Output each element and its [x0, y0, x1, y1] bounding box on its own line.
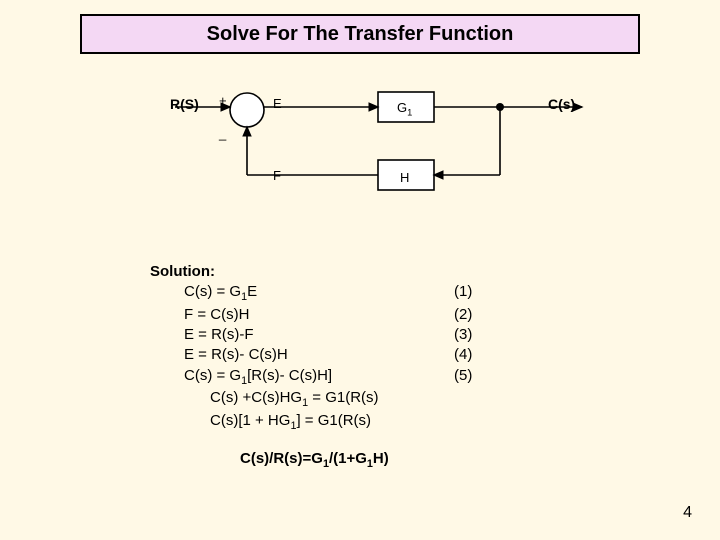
label-rs: R(S) [170, 96, 199, 112]
label-cs: C(s) [548, 96, 575, 112]
solution-equation: F = C(s)H [184, 305, 454, 325]
solution-row: C(s) = G1E(1) [150, 282, 472, 305]
solution-block: Solution: C(s) = G1E(1)F = C(s)H(2)E = R… [150, 262, 472, 433]
solution-derivation-line: C(s) +C(s)HG1 = G1(R(s) [150, 388, 472, 411]
solution-derivation-line: C(s)[1 + HG1] = G1(R(s) [150, 411, 472, 434]
solution-row: C(s) = G1[R(s)- C(s)H](5) [150, 366, 472, 389]
label-h: H [400, 170, 409, 185]
solution-eq-number: (1) [454, 282, 472, 305]
solution-eq-number: (4) [454, 345, 472, 365]
solution-row: E = R(s)- C(s)H(4) [150, 345, 472, 365]
solution-row: F = C(s)H(2) [150, 305, 472, 325]
solution-equation: E = R(s)-F [184, 325, 454, 345]
solution-eq-number: (3) [454, 325, 472, 345]
solution-heading: Solution: [150, 262, 472, 282]
label-minus: _ [219, 126, 226, 141]
label-g1: G1 [397, 100, 412, 118]
block-diagram [0, 0, 720, 230]
page-number: 4 [683, 504, 692, 522]
label-e: E [273, 96, 282, 111]
solution-eq-number: (5) [454, 366, 472, 389]
label-plus: + [219, 93, 227, 108]
label-f: F [273, 168, 281, 183]
solution-equation: C(s) = G1[R(s)- C(s)H] [184, 366, 454, 389]
solution-equation: E = R(s)- C(s)H [184, 345, 454, 365]
solution-equation: C(s) = G1E [184, 282, 454, 305]
final-transfer-function: C(s)/R(s)=G1/(1+G1H) [240, 450, 389, 470]
solution-eq-number: (2) [454, 305, 472, 325]
solution-row: E = R(s)-F(3) [150, 325, 472, 345]
